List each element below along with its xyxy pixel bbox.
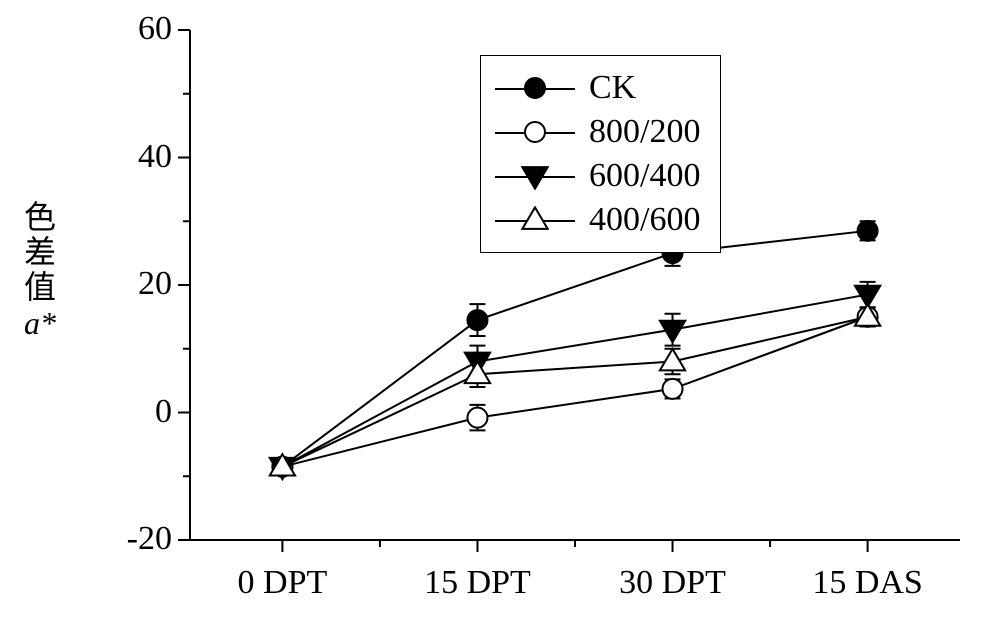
y-tick-label: 60 — [138, 10, 172, 48]
legend-item: CK — [495, 66, 700, 110]
legend-label: 600/400 — [589, 157, 700, 195]
legend-label: 400/600 — [589, 201, 700, 239]
x-tick-label: 15 DPT — [424, 564, 531, 602]
y-tick-label: 0 — [155, 393, 172, 431]
legend-marker-icon — [495, 74, 575, 102]
y-axis-title: 色 差 值 a* — [20, 200, 60, 341]
legend-item: 800/200 — [495, 110, 700, 154]
legend-marker-icon — [495, 118, 575, 146]
y-tick-label: 40 — [138, 138, 172, 176]
legend-label: 800/200 — [589, 113, 700, 151]
legend-label: CK — [589, 69, 636, 107]
chart-panel: 色 差 值 a* CK 800/200 600/400 400/600 -20 0 20 4… — [0, 0, 1000, 642]
y-tick-label: 20 — [138, 265, 172, 303]
x-tick-label: 15 DAS — [812, 564, 923, 602]
y-axis-title-line3: 值 — [24, 269, 56, 305]
legend: CK 800/200 600/400 400/600 — [480, 55, 721, 253]
y-axis-title-suffix: a* — [24, 305, 56, 341]
x-tick-label: 30 DPT — [619, 564, 726, 602]
legend-item: 400/600 — [495, 198, 700, 242]
x-tick-label: 0 DPT — [238, 564, 328, 602]
legend-marker-icon — [495, 206, 575, 234]
y-axis-title-line2: 差 — [24, 234, 56, 270]
legend-item: 600/400 — [495, 154, 700, 198]
y-axis-title-line1: 色 — [24, 199, 56, 235]
legend-marker-icon — [495, 162, 575, 190]
y-tick-label: -20 — [127, 520, 172, 558]
